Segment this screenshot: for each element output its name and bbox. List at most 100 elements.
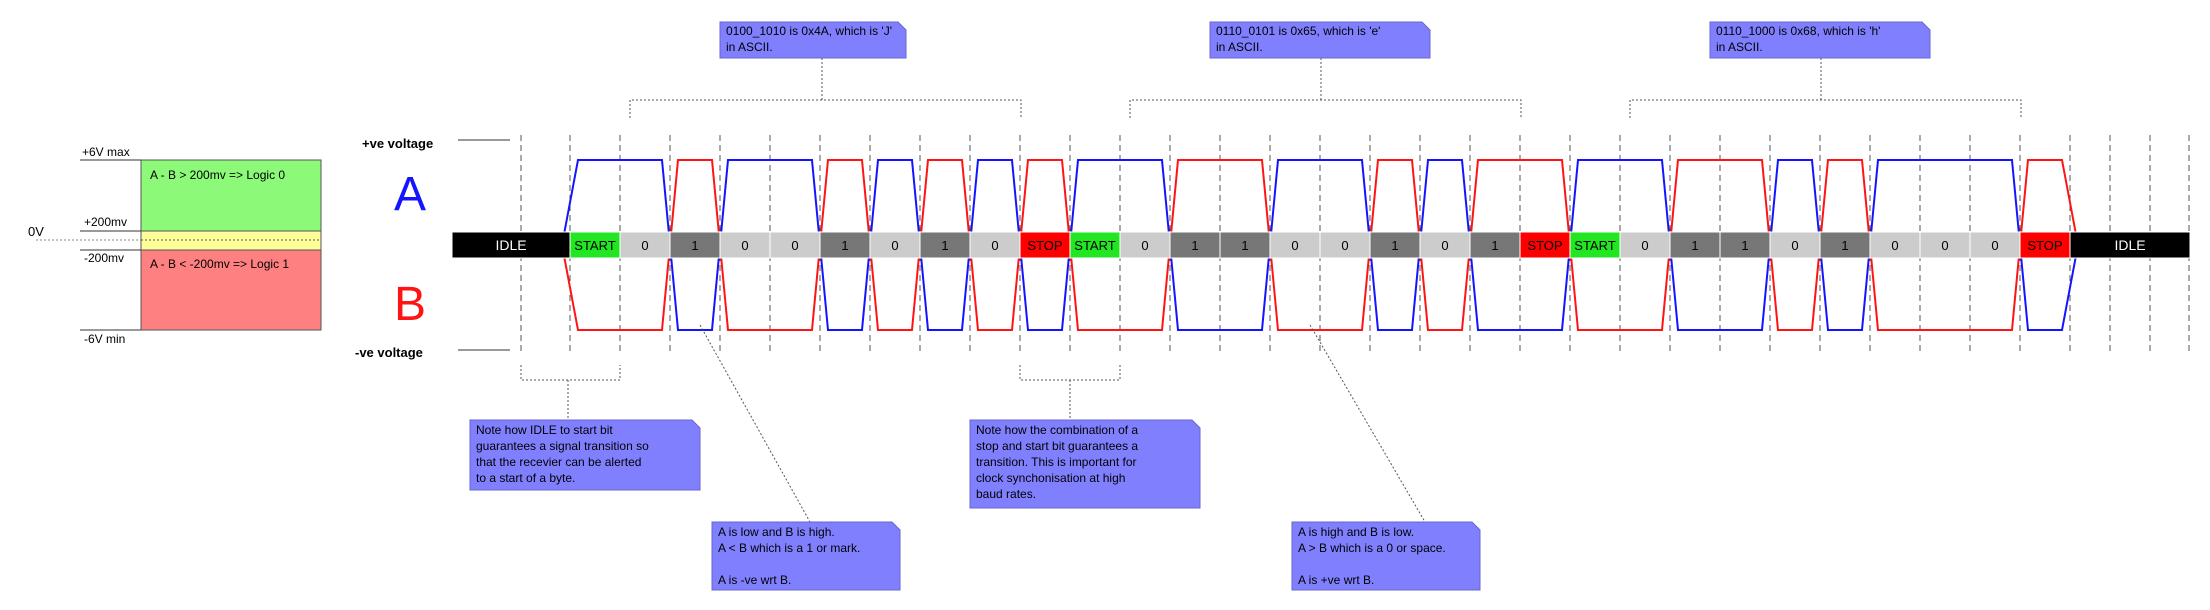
logic0-zone	[140, 159, 322, 232]
start-cell-label: START	[1074, 238, 1115, 253]
start-cell	[569, 231, 621, 259]
idle-cell	[451, 231, 571, 259]
bit0-cell-label: 0	[1141, 238, 1148, 253]
bit1-cell-label: 1	[1391, 238, 1398, 253]
voltage-legend: +6V max +200mv 0V -200mv -6V min A - B >…	[28, 145, 322, 346]
plus-6v-label: +6V max	[82, 145, 130, 159]
bit1-cell-label: 1	[841, 238, 848, 253]
bit0-cell	[1919, 231, 1971, 259]
bit1-cell	[919, 231, 971, 259]
callout-bracket	[1019, 365, 1121, 381]
callout-logic-zero-line1: A is high and B is low.	[1298, 525, 1414, 539]
idle-cell-label: IDLE	[2114, 237, 2145, 253]
byte-brackets	[520, 58, 2022, 381]
signal-a-waveform	[452, 159, 2190, 331]
plus-200mv-label: +200mv	[84, 215, 127, 229]
bit1-cell	[1369, 231, 1421, 259]
callout-logic-zero-line2: A > B which is a 0 or space.	[1298, 541, 1446, 555]
bit1-cell-label: 1	[1741, 238, 1748, 253]
stop-cell-label: STOP	[2027, 238, 2062, 253]
bit0-cell	[1319, 231, 1371, 259]
stop-cell	[2019, 231, 2071, 259]
logic1-zone	[140, 249, 322, 331]
voltage-rails: +ve voltage -ve voltage A B	[355, 136, 510, 360]
bit0-cell-label: 0	[1341, 238, 1348, 253]
stop-cell	[1519, 231, 1571, 259]
start-cell-label: START	[574, 238, 615, 253]
minus-200mv-label: -200mv	[84, 251, 124, 265]
bit0-cell-label: 0	[1441, 238, 1448, 253]
callout-logic-zero-line4: A is +ve wrt B.	[1298, 573, 1374, 587]
bit0-cell-label: 0	[1291, 238, 1298, 253]
signal-a-label: A	[394, 168, 426, 221]
negative-rail-label: -ve voltage	[355, 345, 423, 360]
callout-stop-start-line5: baud rates.	[976, 487, 1036, 501]
bit1-cell	[669, 231, 721, 259]
callout-stop-start: Note how the combination of a stop and s…	[969, 380, 1201, 509]
idle-cell	[2069, 231, 2191, 259]
bit0-cell-label: 0	[891, 238, 898, 253]
bit1-cell-label: 1	[1191, 238, 1198, 253]
bit1-cell	[1169, 231, 1221, 259]
byte-note-2: 0110_0101 is 0x65, which is 'e' in ASCII…	[1209, 21, 1431, 59]
bit0-cell-label: 0	[1641, 238, 1648, 253]
bit0-cell-label: 0	[1991, 238, 1998, 253]
bit1-cell	[1819, 231, 1871, 259]
callout-stop-start-line2: stop and start bit guarantees a	[976, 439, 1138, 453]
bit0-cell-label: 0	[1791, 238, 1798, 253]
bit0-cell-label: 0	[791, 238, 798, 253]
byte-note-3: 0110_1000 is 0x68, which is 'h' in ASCII…	[1709, 21, 1931, 59]
bit0-cell-label: 0	[641, 238, 648, 253]
bit1-cell-label: 1	[1841, 238, 1848, 253]
bit0-cell	[969, 231, 1021, 259]
stop-cell	[1019, 231, 1071, 259]
signal-b-waveform	[452, 159, 2190, 331]
callout-stop-start-line1: Note how the combination of a	[976, 423, 1138, 437]
positive-rail-label: +ve voltage	[362, 136, 433, 151]
callout-idle-start-line3: that the recevier can be alerted	[476, 455, 641, 469]
bit0-cell	[1619, 231, 1671, 259]
callout-idle-start-line1: Note how IDLE to start bit	[476, 423, 613, 437]
stop-cell-label: STOP	[1027, 238, 1062, 253]
logic1-text: A - B < -200mv => Logic 1	[150, 257, 289, 271]
bit0-cell-label: 0	[1941, 238, 1948, 253]
bit0-cell	[1769, 231, 1821, 259]
callout-bracket	[520, 365, 621, 381]
zero-v-label: 0V	[28, 224, 44, 239]
start-cell-label: START	[1574, 238, 1615, 253]
start-cell	[1069, 231, 1121, 259]
bit1-cell	[1719, 231, 1771, 259]
callout-idle-start-line4: to a start of a byte.	[476, 471, 575, 485]
byte-bracket	[629, 99, 1022, 118]
byte-bracket	[1629, 99, 2022, 118]
byte-note-3-line1: 0110_1000 is 0x68, which is 'h'	[1716, 24, 1880, 38]
bit0-cell	[769, 231, 821, 259]
byte-note-2-line1: 0110_0101 is 0x65, which is 'e'	[1216, 24, 1380, 38]
callout-logic-one: A is low and B is high. A < B which is a…	[699, 324, 901, 591]
minus-6v-label: -6V min	[84, 332, 125, 346]
idle-cell-label: IDLE	[495, 237, 526, 253]
byte-note-3-line2: in ASCII.	[1716, 40, 1763, 54]
callout-idle-start: Note how IDLE to start bit guarantees a …	[469, 380, 701, 491]
callout-logic-one-line2: A < B which is a 1 or mark.	[718, 541, 860, 555]
bit0-cell	[719, 231, 771, 259]
signal-b-label: B	[394, 278, 426, 331]
callout-stop-start-line4: clock synchonisation at high	[976, 471, 1125, 485]
bit1-cell	[819, 231, 871, 259]
byte-bracket	[1129, 99, 1522, 118]
byte-note-1-line2: in ASCII.	[726, 40, 773, 54]
bit0-cell-label: 0	[1891, 238, 1898, 253]
byte-note-1-line1: 0100_1010 is 0x4A, which is 'J'	[726, 24, 892, 38]
bit0-cell	[1419, 231, 1471, 259]
callout-stop-start-line3: transition. This is important for	[976, 455, 1137, 469]
stop-cell-label: STOP	[1527, 238, 1562, 253]
byte-note-2-line2: in ASCII.	[1216, 40, 1263, 54]
logic0-text: A - B > 200mv => Logic 0	[150, 168, 285, 182]
byte-note-1: 0100_1010 is 0x4A, which is 'J' in ASCII…	[719, 21, 907, 59]
callout-logic-one-line1: A is low and B is high.	[718, 525, 835, 539]
bit0-cell-label: 0	[991, 238, 998, 253]
bit1-cell-label: 1	[1491, 238, 1498, 253]
callout-logic-one-line4: A is -ve wrt B.	[718, 573, 791, 587]
bit0-cell	[1119, 231, 1171, 259]
